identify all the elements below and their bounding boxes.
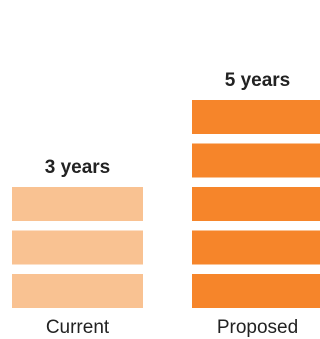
bar-block-current-1 xyxy=(12,274,143,308)
bar-block-current-3 xyxy=(12,187,143,221)
value-label-current: 3 years xyxy=(45,157,111,178)
bar-block-proposed-2 xyxy=(192,230,320,265)
bar-block-proposed-1 xyxy=(192,274,320,308)
value-label-proposed: 5 years xyxy=(225,70,291,91)
category-label-proposed: Proposed xyxy=(217,317,298,338)
bar-block-proposed-5 xyxy=(192,100,320,134)
bar-blocks xyxy=(12,100,320,308)
bar-block-proposed-4 xyxy=(192,143,320,178)
category-label-current: Current xyxy=(46,317,110,338)
bar-block-current-2 xyxy=(12,230,143,265)
chart-labels: 3 years Current 5 years Proposed xyxy=(45,70,298,338)
bar-block-proposed-3 xyxy=(192,187,320,221)
